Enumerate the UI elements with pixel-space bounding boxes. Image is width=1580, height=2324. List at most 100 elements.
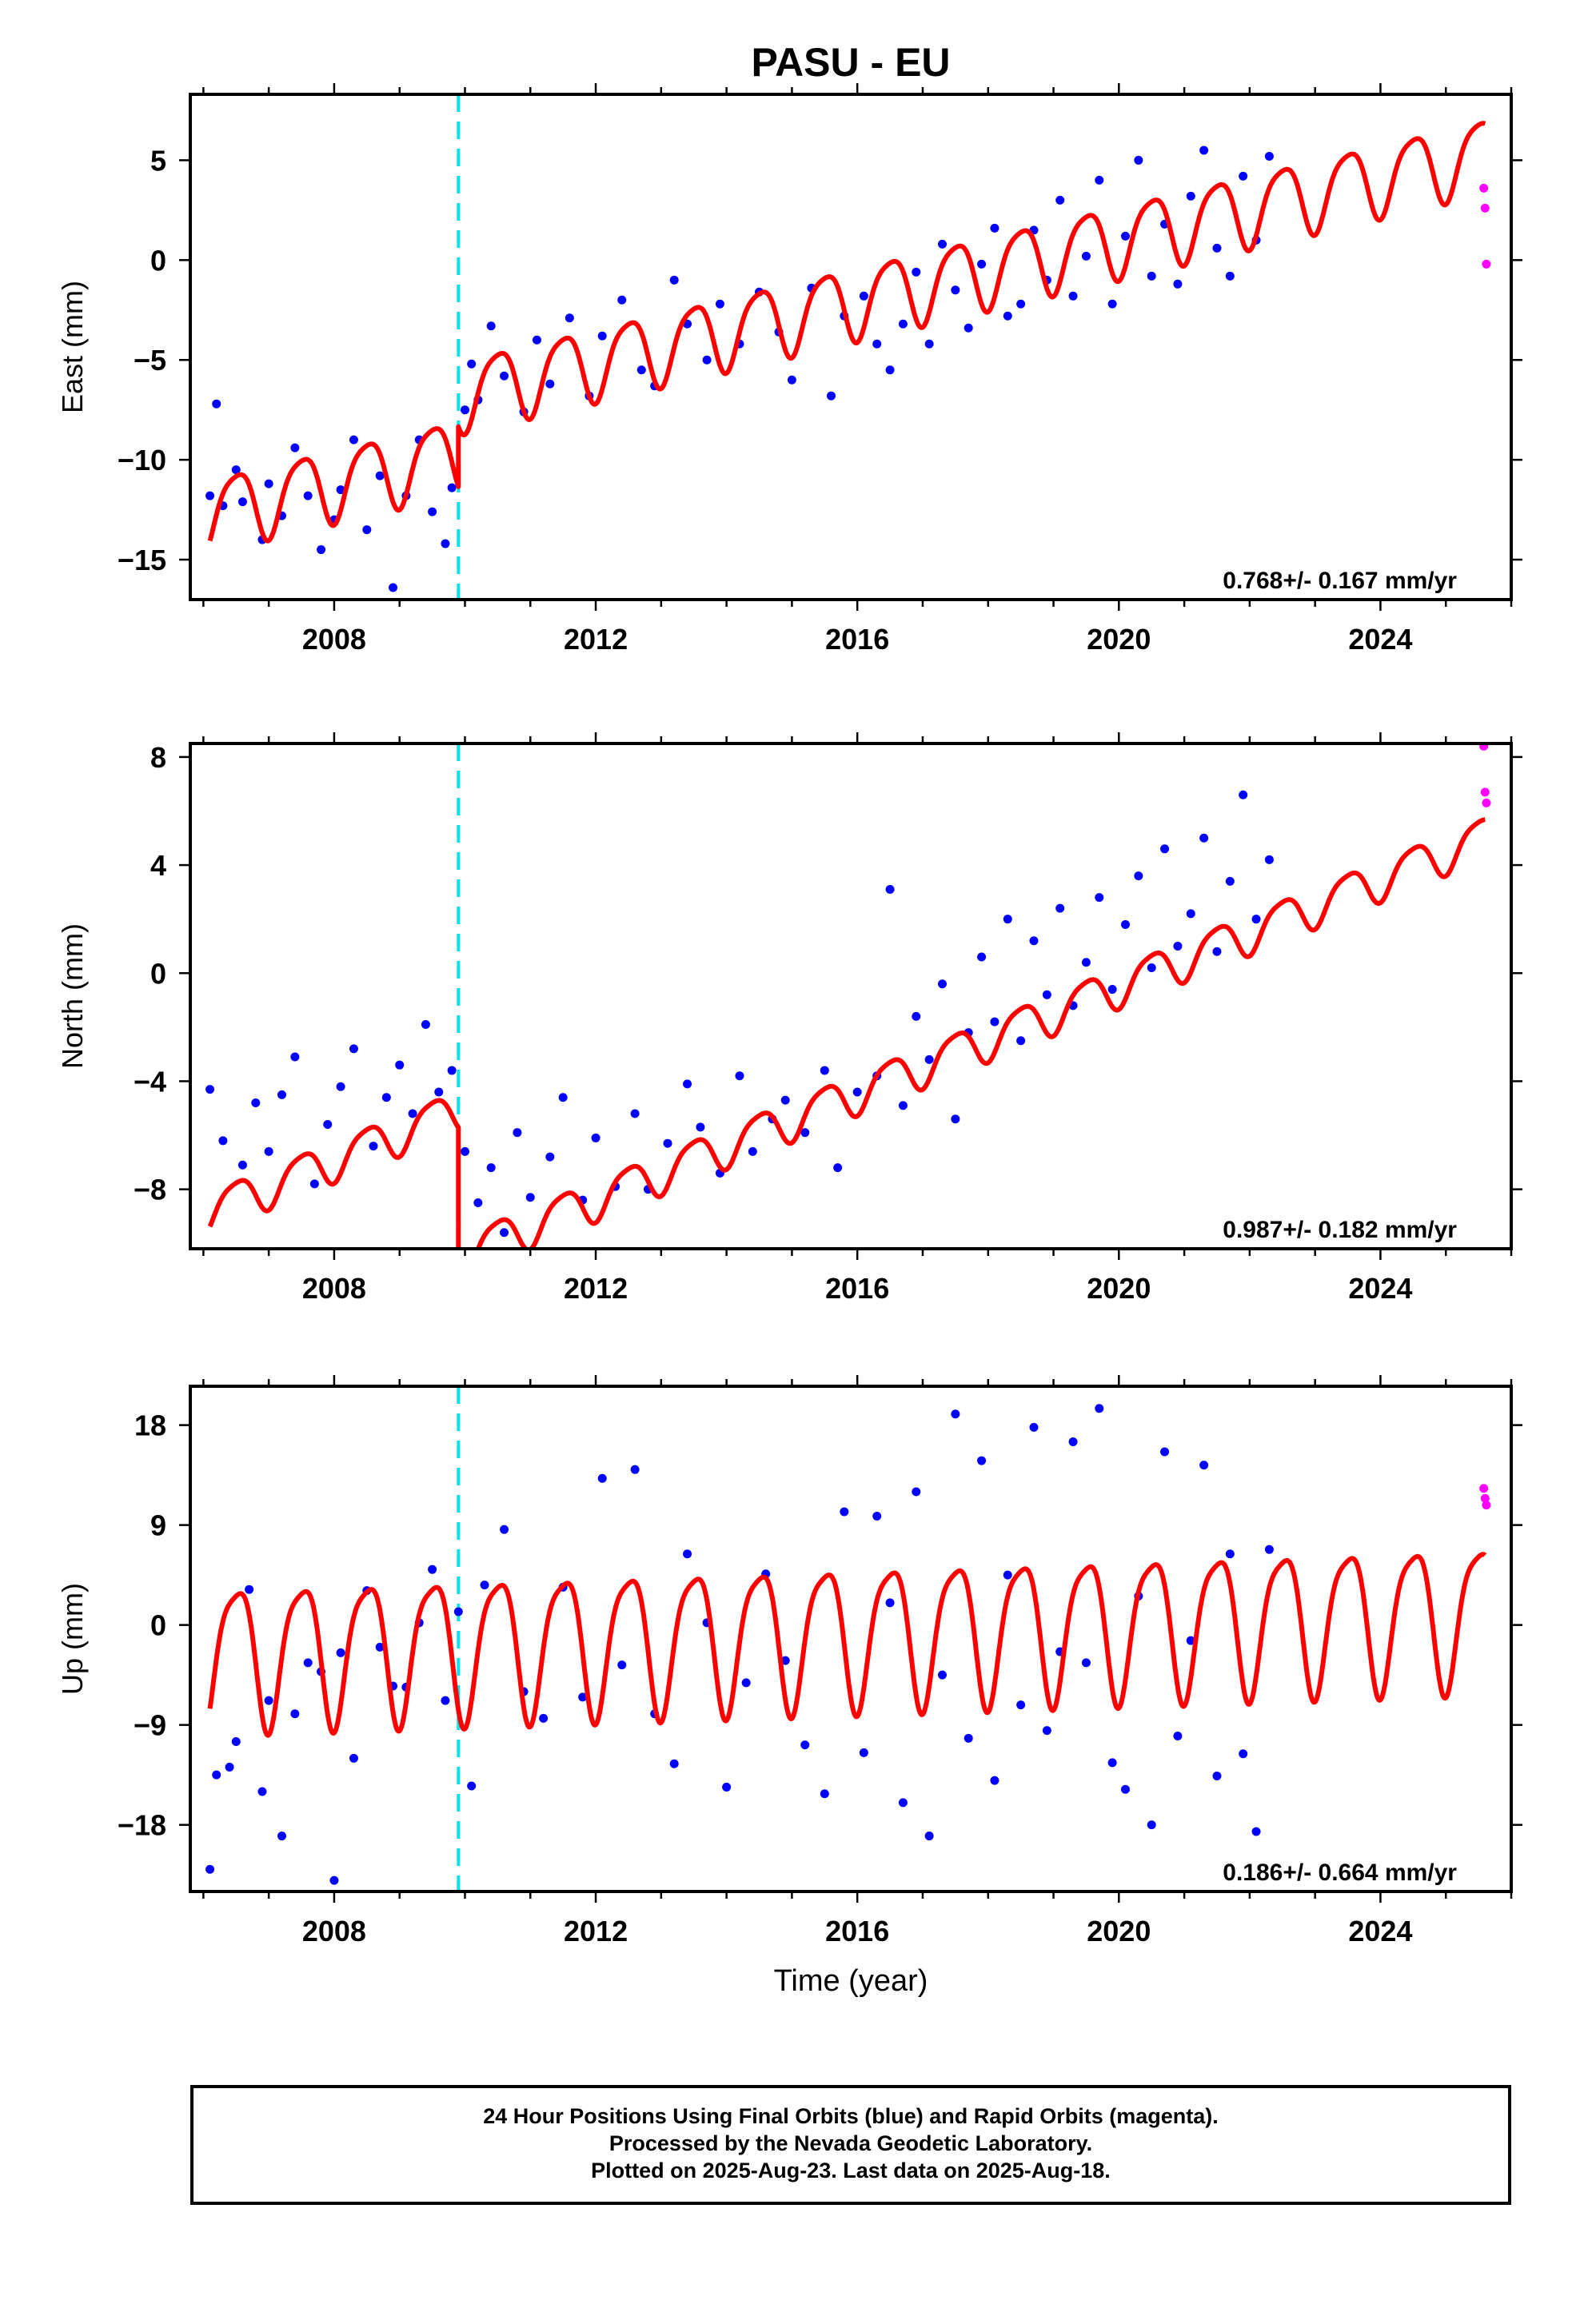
final-orbit-point	[264, 1696, 273, 1705]
final-orbit-point	[1160, 1447, 1170, 1457]
footer-line-2: Processed by the Nevada Geodetic Laborat…	[608, 2131, 1093, 2155]
final-orbit-point	[317, 545, 326, 555]
final-orbit-point	[231, 1736, 241, 1746]
x-tick-label: 2024	[1348, 1272, 1412, 1305]
rapid-orbit-point	[1479, 1484, 1489, 1493]
final-orbit-point	[937, 979, 947, 989]
final-orbit-point	[912, 1011, 921, 1021]
final-orbit-point	[780, 1095, 790, 1105]
final-orbit-point	[565, 313, 574, 323]
final-orbit-point	[820, 1066, 829, 1075]
final-orbit-point	[231, 465, 241, 475]
x-tick-label: 2020	[1087, 623, 1151, 656]
final-orbit-point	[290, 1052, 300, 1062]
final-orbit-point	[1186, 191, 1195, 201]
rapid-orbit-point	[1480, 787, 1490, 797]
final-orbit-point	[741, 1678, 751, 1688]
final-orbit-point	[237, 497, 247, 507]
rapid-orbit-point	[1482, 1501, 1491, 1510]
final-orbit-point	[381, 1093, 391, 1102]
final-orbit-point	[1120, 919, 1130, 929]
y-tick-label: 8	[150, 741, 166, 774]
final-orbit-point	[1003, 915, 1012, 924]
final-orbit-point	[1199, 145, 1209, 155]
final-orbit-point	[290, 1709, 300, 1719]
y-tick-label: −15	[118, 544, 166, 576]
plot-area	[205, 94, 1491, 600]
final-orbit-point	[1147, 271, 1156, 281]
final-orbit-point	[1173, 941, 1183, 951]
final-orbit-point	[1199, 833, 1209, 843]
final-orbit-point	[787, 375, 796, 385]
final-orbit-point	[1107, 985, 1117, 995]
plot-area	[205, 1386, 1491, 1891]
final-orbit-point	[683, 1549, 692, 1559]
final-orbit-point	[264, 1146, 273, 1156]
model-fit-line	[207, 1552, 1487, 1738]
model-fit-line	[207, 817, 1487, 1249]
rapid-orbit-point	[1479, 183, 1489, 193]
y-tick-label: −18	[118, 1809, 166, 1842]
y-tick-label: 4	[150, 849, 166, 882]
final-orbit-point	[964, 1733, 973, 1743]
final-orbit-point	[663, 1138, 672, 1148]
final-orbit-point	[205, 1085, 215, 1094]
final-orbit-point	[323, 1120, 333, 1130]
final-orbit-point	[937, 1670, 947, 1680]
final-orbit-point	[1003, 311, 1012, 321]
panels: 2008 2012 2016 2020 2024 −15 −10 −5 0 5 East (mm) 0…	[56, 83, 1522, 1947]
final-orbit-point	[1160, 844, 1170, 854]
final-orbit-point	[1251, 915, 1261, 924]
final-orbit-point	[912, 267, 921, 277]
final-orbit-point	[513, 1128, 522, 1138]
final-orbit-point	[800, 1740, 810, 1750]
y-tick-label: −9	[134, 1709, 166, 1742]
x-tick-label: 2024	[1348, 1915, 1412, 1947]
final-orbit-point	[1251, 1827, 1261, 1836]
final-orbit-point	[636, 365, 646, 375]
x-tick-label: 2020	[1087, 1272, 1151, 1305]
final-orbit-point	[290, 443, 300, 452]
final-orbit-point	[1134, 155, 1143, 165]
final-orbit-point	[349, 1044, 358, 1054]
final-orbit-point	[369, 1142, 378, 1151]
final-orbit-point	[1068, 291, 1078, 301]
final-orbit-point	[669, 275, 679, 285]
final-orbit-point	[309, 1179, 319, 1189]
final-orbit-point	[951, 1409, 960, 1419]
x-tick-label: 2008	[302, 1272, 366, 1305]
final-orbit-point	[1199, 1461, 1209, 1470]
final-orbit-point	[1068, 1437, 1078, 1446]
chart-title: PASU - EU	[751, 40, 950, 85]
final-orbit-point	[428, 1565, 437, 1574]
final-orbit-point	[951, 1114, 960, 1124]
final-orbit-point	[977, 952, 987, 962]
final-orbit-point	[617, 1660, 627, 1670]
final-orbit-point	[1225, 1549, 1235, 1559]
final-orbit-point	[500, 1228, 509, 1238]
final-orbit-point	[702, 355, 712, 365]
x-tick-label: 2020	[1087, 1915, 1151, 1947]
final-orbit-point	[525, 1193, 535, 1202]
final-orbit-point	[617, 295, 627, 305]
final-orbit-point	[1003, 1570, 1012, 1580]
y-tick-label: 0	[150, 957, 166, 990]
final-orbit-point	[735, 1071, 744, 1081]
final-orbit-point	[1264, 151, 1274, 161]
y-tick-label: −8	[134, 1174, 166, 1206]
x-tick-label: 2012	[564, 1915, 628, 1947]
final-orbit-point	[460, 1146, 469, 1156]
final-orbit-point	[885, 1598, 895, 1608]
x-tick-label: 2008	[302, 623, 366, 656]
final-orbit-point	[1042, 990, 1051, 999]
final-orbit-point	[977, 259, 987, 269]
final-orbit-point	[545, 379, 555, 389]
final-orbit-point	[428, 507, 437, 516]
final-orbit-point	[722, 1782, 732, 1792]
final-orbit-point	[1016, 1700, 1026, 1710]
final-orbit-point	[1120, 1784, 1130, 1794]
final-orbit-point	[1212, 947, 1222, 956]
final-orbit-point	[375, 1642, 385, 1652]
final-orbit-point	[1212, 243, 1222, 253]
